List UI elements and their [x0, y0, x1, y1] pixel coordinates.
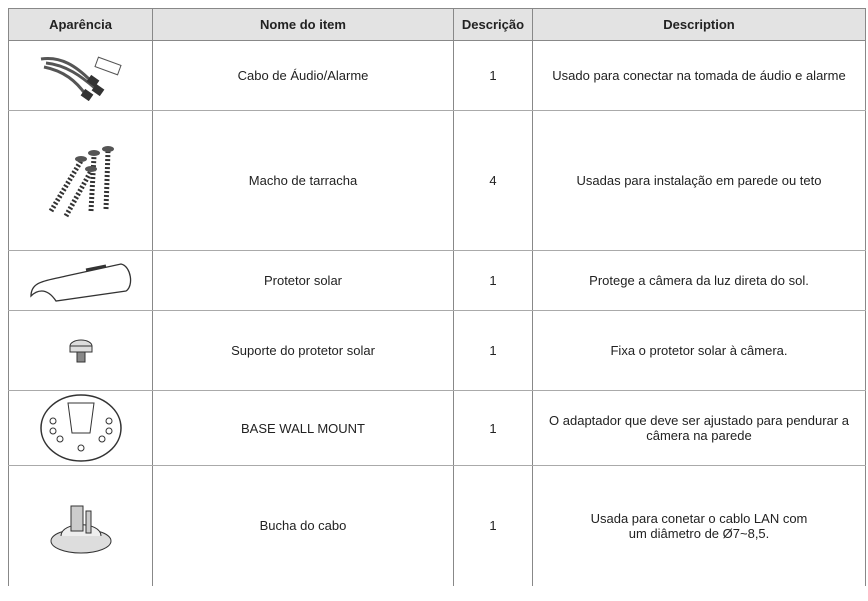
item-name: BASE WALL MOUNT	[152, 390, 454, 466]
item-quantity: 1	[453, 250, 533, 311]
item-row: Suporte do protetor solar 1 Fixa o proteto…	[8, 310, 866, 391]
header-cell: Nome do item	[152, 8, 454, 41]
item-icon	[39, 394, 122, 462]
item-name: Macho de tarracha	[152, 110, 454, 251]
item-row: Macho de tarracha 4 Usadas para instalação…	[8, 110, 866, 251]
item-icon	[29, 262, 131, 302]
item-description: Usada para conetar o cablo LAN com um di…	[532, 465, 866, 586]
item-description: O adaptador que deve ser ajustado para p…	[532, 390, 866, 466]
item-description: Protege a câmera da luz direta do sol.	[532, 250, 866, 311]
item-icon	[69, 339, 92, 362]
item-description: Usado para conectar na tomada de áudio e…	[532, 40, 866, 111]
appearance-cell	[8, 390, 153, 466]
appearance-cell	[8, 40, 153, 111]
table-body: Cabo de Áudio/Alarme 1 Usado para conectar…	[8, 40, 866, 586]
item-icon	[50, 505, 111, 554]
item-quantity: 4	[453, 110, 533, 251]
items-table: Aparência Nome do item Descrição Descrip…	[8, 8, 866, 586]
item-quantity: 1	[453, 40, 533, 111]
header-cell: Aparência	[8, 8, 153, 41]
item-icon	[40, 56, 122, 101]
appearance-cell	[8, 250, 153, 311]
item-row: Bucha do cabo 1 Usada para conetar o cablo…	[8, 465, 866, 586]
item-row: Cabo de Áudio/Alarme 1 Usado para conectar…	[8, 40, 866, 111]
item-name: Bucha do cabo	[152, 465, 454, 586]
item-description: Fixa o protetor solar à câmera.	[532, 310, 866, 391]
item-quantity: 1	[453, 390, 533, 466]
item-quantity: 1	[453, 310, 533, 391]
item-row: BASE WALL MOUNT 1 O adaptador que deve ser…	[8, 390, 866, 466]
header-cell: Description	[532, 8, 866, 41]
appearance-cell	[8, 110, 153, 251]
item-description: Usadas para instalação em parede ou teto	[532, 110, 866, 251]
item-name: Protetor solar	[152, 250, 454, 311]
appearance-cell	[8, 310, 153, 391]
header-row: Aparência Nome do item Descrição Descrip…	[8, 8, 866, 41]
item-quantity: 1	[453, 465, 533, 586]
item-name: Cabo de Áudio/Alarme	[152, 40, 454, 111]
item-icon	[48, 145, 114, 217]
header-cell: Descrição	[453, 8, 533, 41]
item-row: Protetor solar 1 Protege a câmera da luz d…	[8, 250, 866, 311]
appearance-cell	[8, 465, 153, 586]
item-name: Suporte do protetor solar	[152, 310, 454, 391]
